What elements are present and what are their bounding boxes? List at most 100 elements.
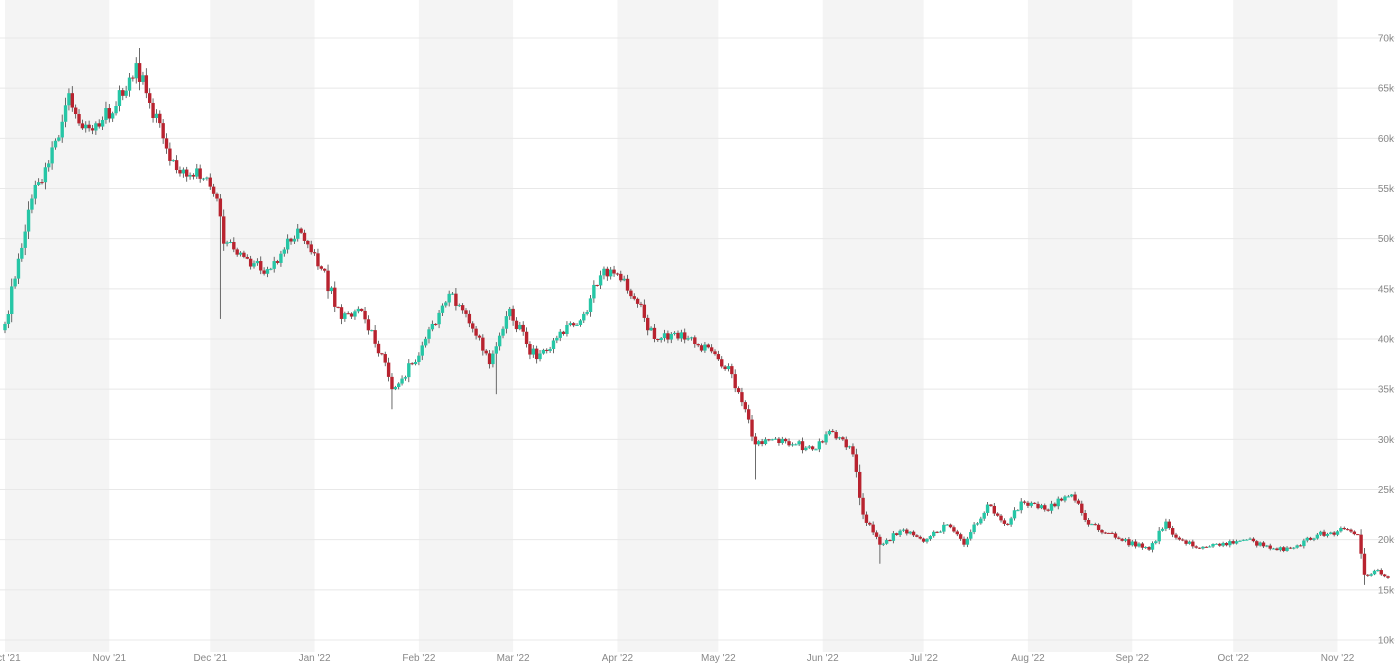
candle-body (746, 409, 751, 420)
x-tick-label: Sep '22 (1115, 653, 1149, 664)
candle-body (740, 392, 744, 403)
candle-down (511, 305, 515, 326)
candle-up (1234, 539, 1239, 545)
candle-body (471, 323, 475, 329)
candle-body (397, 383, 401, 388)
candle-down (1218, 542, 1222, 547)
candle-body (423, 338, 428, 346)
candle-up (124, 85, 128, 99)
candle-up (578, 319, 583, 327)
candle-body (582, 313, 586, 321)
candle-body (1181, 539, 1185, 541)
candle-down (1117, 536, 1121, 540)
candle-up (195, 163, 199, 179)
candle-body (814, 449, 818, 451)
candle-body (380, 353, 384, 355)
candle-body (810, 446, 815, 450)
candle-body (615, 273, 620, 275)
candle-down (1022, 500, 1027, 505)
candle-down (709, 344, 714, 354)
candle-down (1191, 539, 1195, 549)
candle-up (804, 446, 808, 452)
month-band (210, 0, 315, 652)
candles (3, 48, 1390, 585)
candle-down (339, 304, 344, 325)
candle-body (804, 447, 808, 451)
candle-up (13, 276, 17, 289)
candle-up (1187, 540, 1192, 545)
candle-down (467, 310, 472, 328)
candle-body (245, 256, 249, 259)
candle-body (1231, 541, 1235, 544)
candle-up (1090, 523, 1094, 526)
candle-body (524, 331, 529, 345)
month-band (1027, 0, 1133, 652)
candle-down (635, 297, 640, 308)
candle-up (790, 442, 795, 447)
y-axis: 10k 15k 20k 25k 30k 35k 40k 45k 50k 55k 60k 65k 70k (1378, 34, 1395, 647)
candle-down (460, 303, 465, 314)
candle-down (1083, 509, 1087, 523)
candle-down (1046, 508, 1050, 512)
candle-body (1012, 510, 1017, 519)
candle-down (1231, 539, 1235, 545)
candle-body (1191, 541, 1195, 547)
candle-up (827, 429, 832, 436)
candle-body (723, 366, 727, 370)
candle-body (285, 238, 290, 250)
candle-up (602, 266, 606, 280)
candle-body (686, 338, 690, 340)
candle-body (117, 90, 122, 107)
candle-body (235, 249, 239, 255)
candle-up (84, 121, 88, 133)
candle-body (232, 242, 236, 250)
candle-body (161, 123, 165, 139)
candle-body (1339, 527, 1343, 532)
candle-body (195, 168, 199, 177)
candle-down (158, 110, 162, 128)
candle-body (238, 252, 243, 255)
y-tick-label: 15k (1378, 585, 1395, 596)
candle-body (248, 258, 253, 267)
candle-down (434, 323, 438, 326)
candle-body (689, 337, 694, 339)
candle-body (90, 128, 95, 131)
candle-down (306, 239, 310, 249)
candle-body (783, 438, 788, 442)
candle-down (1006, 522, 1010, 526)
candle-down (302, 229, 307, 244)
candle-up (1329, 531, 1333, 535)
candle-up (901, 528, 906, 532)
candle-up (898, 529, 902, 537)
candle-body (26, 209, 31, 232)
candle-body (1366, 574, 1370, 576)
candle-body (901, 529, 906, 531)
candle-up (104, 101, 108, 124)
candle-body (1053, 503, 1057, 507)
candle-body (225, 242, 229, 244)
candle-down (1147, 546, 1151, 552)
candle-body (33, 184, 37, 199)
candle-body (948, 524, 953, 528)
y-tick-label: 55k (1378, 184, 1395, 195)
candle-body (1123, 539, 1128, 541)
candle-down (911, 530, 916, 537)
candle-up (403, 375, 408, 381)
candle-body (1009, 518, 1013, 525)
candle-body (131, 77, 135, 79)
candle-down (289, 237, 293, 245)
candle-down (191, 173, 196, 180)
candle-body (508, 308, 512, 317)
candle-body (932, 531, 936, 537)
candle-body (181, 169, 186, 174)
candle-body (50, 147, 54, 164)
candle-up (292, 235, 297, 245)
candle-body (1312, 538, 1316, 540)
candle-body (1308, 537, 1313, 540)
candle-down (1251, 537, 1256, 543)
candle-up (763, 437, 768, 446)
candle-body (528, 344, 532, 355)
candle-up (679, 329, 684, 342)
candle-up (773, 436, 778, 440)
candle-body (1056, 498, 1060, 507)
